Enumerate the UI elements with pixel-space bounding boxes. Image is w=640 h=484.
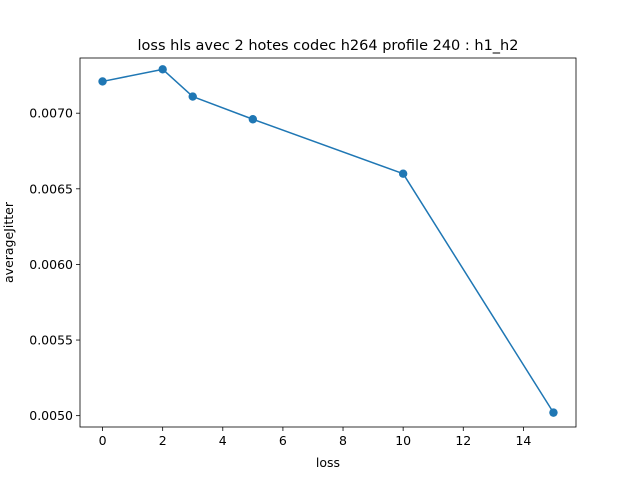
x-tick-label: 12 xyxy=(455,433,471,448)
y-tick-label: 0.0050 xyxy=(29,408,73,423)
x-tick-label: 8 xyxy=(339,433,347,448)
data-point xyxy=(158,65,167,74)
x-tick-label: 0 xyxy=(99,433,107,448)
data-point xyxy=(98,77,107,86)
data-point xyxy=(549,408,558,417)
data-point xyxy=(398,169,408,178)
data-point xyxy=(248,115,258,124)
y-tick-label: 0.0065 xyxy=(29,181,73,196)
y-tick-label: 0.0070 xyxy=(29,106,73,121)
x-tick-label: 6 xyxy=(279,433,287,448)
series-line xyxy=(102,68,555,414)
y-axis-label: averageJitter xyxy=(1,201,16,283)
chart-title: loss hls avec 2 hotes codec h264 profile… xyxy=(138,38,519,54)
x-tick-label: 14 xyxy=(515,433,531,448)
y-tick-label: 0.0060 xyxy=(29,257,73,272)
data-point xyxy=(188,92,197,101)
x-tick-label: 2 xyxy=(159,433,167,448)
x-axis-label: loss xyxy=(316,455,340,470)
y-tick-label: 0.0055 xyxy=(29,333,73,348)
plot-frame xyxy=(79,57,577,428)
x-tick-label: 4 xyxy=(219,433,227,448)
x-tick-label: 10 xyxy=(395,433,411,448)
plot-area xyxy=(98,65,558,417)
